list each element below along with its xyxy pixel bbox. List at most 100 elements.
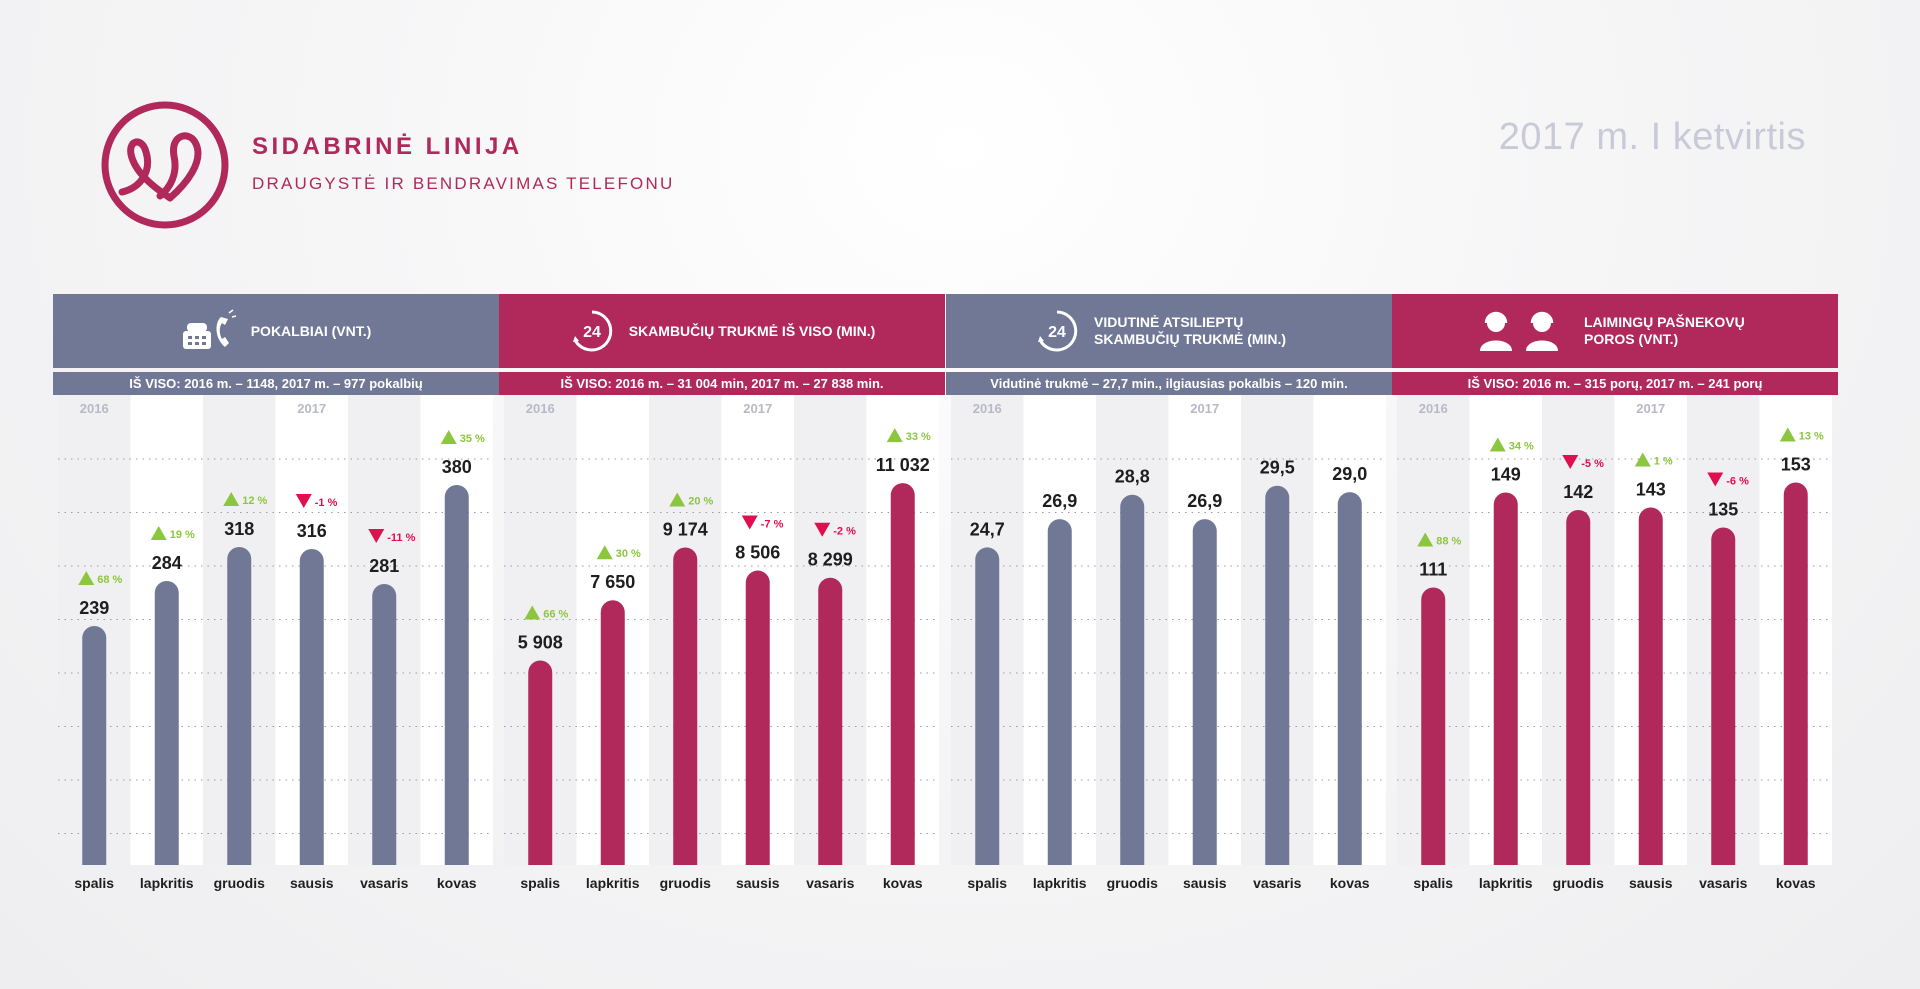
value-label: 5 908 [518, 632, 563, 652]
category-label: sausis [1183, 875, 1227, 891]
bar [154, 581, 179, 865]
panel-total-duration: 24 SKAMBUČIŲ TRUKMĖ IŠ VISO (MIN.) IŠ VI… [499, 294, 945, 906]
increase-arrow-icon [1417, 532, 1434, 547]
panel-header: 24 SKAMBUČIŲ TRUKMĖ IŠ VISO (MIN.) [499, 294, 945, 368]
bar [975, 547, 1000, 865]
value-label: 153 [1781, 455, 1811, 475]
decrease-arrow-icon [1707, 472, 1724, 487]
change-label: -6 % [1726, 476, 1749, 488]
change-label: -11 % [387, 532, 415, 544]
bar [1566, 510, 1591, 865]
bar [1493, 492, 1518, 865]
bar [1638, 507, 1663, 865]
year-label: 2016 [526, 401, 555, 416]
change-label: 33 % [906, 431, 931, 443]
category-label: sausis [290, 875, 334, 891]
value-label: 8 299 [808, 550, 853, 570]
decrease-arrow-icon [741, 515, 758, 530]
increase-arrow-icon [223, 492, 240, 506]
category-label: vasaris [1253, 875, 1301, 891]
category-label: gruodis [1107, 875, 1159, 891]
category-label: gruodis [1553, 875, 1605, 891]
category-label: gruodis [660, 875, 712, 891]
bar [528, 660, 553, 865]
panel-title: VIDUTINĖ ATSILIEPTŲ SKAMBUČIŲ TRUKMĖ (MI… [1094, 314, 1287, 347]
category-label: kovas [1330, 875, 1370, 891]
year-label: 2016 [80, 401, 109, 416]
year-label: 2017 [743, 401, 772, 416]
bar [372, 584, 397, 865]
increase-arrow-icon [886, 428, 903, 443]
chart-calls: 2016 2017 239 68 % spalis 284 19 % lapkritis 318… [58, 395, 493, 891]
value-label: 239 [79, 598, 109, 618]
category-label: kovas [883, 875, 923, 891]
value-label: 380 [442, 457, 472, 477]
bar [1783, 482, 1808, 865]
panel-summary: IŠ VISO: 2016 m. – 1148, 2017 m. – 977 p… [53, 372, 499, 395]
value-label: 24,7 [970, 519, 1005, 539]
value-label: 26,9 [1042, 491, 1077, 511]
bar [299, 549, 324, 865]
increase-arrow-icon [1489, 437, 1506, 452]
change-label: -2 % [833, 526, 856, 538]
category-label: lapkritis [1479, 875, 1533, 891]
panel-summary: Vidutinė trukmė – 27,7 min., ilgiausias … [946, 372, 1392, 395]
value-label: 142 [1563, 482, 1593, 502]
year-label: 2017 [1636, 401, 1665, 416]
category-label: spalis [520, 875, 560, 891]
value-label: 135 [1708, 500, 1738, 520]
clock-24-icon: 24 [1034, 308, 1080, 354]
bar [82, 626, 107, 865]
value-label: 111 [1419, 560, 1447, 580]
increase-arrow-icon [669, 492, 686, 507]
page-header: SIDABRINĖ LINIJA DRAUGYSTĖ IR BENDRAVIMA… [0, 0, 1920, 260]
bar [890, 483, 915, 865]
chart-happy-pairs: 2016 2017 111 88 % spalis 149 34 % lapkritis 142… [1397, 395, 1832, 891]
change-label: -1 % [315, 497, 338, 509]
value-label: 26,9 [1187, 491, 1222, 511]
panel-happy-pairs: LAIMINGŲ PAŠNEKOVŲ POROS (VNT.) IŠ VISO:… [1392, 294, 1838, 906]
change-label: 66 % [543, 608, 568, 620]
change-label: 35 % [460, 433, 485, 445]
panel-title: SKAMBUČIŲ TRUKMĖ IŠ VISO (MIN.) [628, 322, 876, 339]
panel-average-duration: 24 VIDUTINĖ ATSILIEPTŲ SKAMBUČIŲ TRUKMĖ … [946, 294, 1392, 906]
clock-24-icon: 24 [569, 308, 615, 354]
category-label: kovas [1776, 875, 1816, 891]
chart-average-duration: 2016 2017 24,7 spalis 26,9 lapkritis 28,8 gruod… [951, 395, 1386, 891]
decrease-arrow-icon [1562, 455, 1579, 469]
increase-arrow-icon [1779, 427, 1796, 442]
category-label: gruodis [214, 875, 266, 891]
bar [1421, 587, 1446, 865]
decrease-arrow-icon [814, 522, 831, 537]
increase-arrow-icon [440, 430, 457, 444]
people-headset-icon [1476, 309, 1570, 353]
decrease-arrow-icon [295, 494, 312, 508]
panel-header: POKALBIAI (VNT.) [53, 294, 499, 368]
svg-text:24: 24 [583, 324, 601, 341]
change-label: 1 % [1654, 456, 1673, 468]
panel-summary: IŠ VISO: 2016 m. – 315 porų, 2017 m. – 2… [1392, 372, 1838, 395]
bar [745, 570, 770, 865]
bar [600, 600, 625, 865]
bar [227, 547, 252, 865]
bar [444, 485, 469, 865]
period-title: 2017 m. I ketvirtis [1498, 116, 1806, 158]
bar [1337, 492, 1362, 865]
value-label: 143 [1636, 480, 1666, 500]
category-label: sausis [736, 875, 780, 891]
phone-icon [181, 309, 237, 353]
panel-summary: IŠ VISO: 2016 m. – 31 004 min, 2017 m. –… [499, 372, 945, 395]
year-label: 2017 [297, 401, 326, 416]
category-label: lapkritis [586, 875, 640, 891]
year-label: 2016 [973, 401, 1002, 416]
value-label: 9 174 [663, 519, 708, 539]
year-label: 2016 [1419, 401, 1448, 416]
heart-logo-icon [101, 101, 229, 229]
change-label: 30 % [616, 548, 641, 560]
svg-text:24: 24 [1048, 324, 1066, 341]
category-label: spalis [967, 875, 1007, 891]
value-label: 11 032 [876, 455, 930, 475]
category-label: vasaris [806, 875, 854, 891]
bar [1047, 519, 1072, 865]
category-label: vasaris [360, 875, 408, 891]
